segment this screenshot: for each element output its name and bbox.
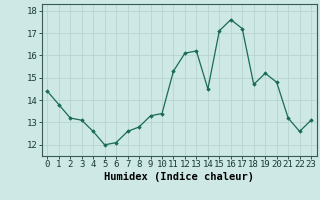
X-axis label: Humidex (Indice chaleur): Humidex (Indice chaleur) [104, 172, 254, 182]
